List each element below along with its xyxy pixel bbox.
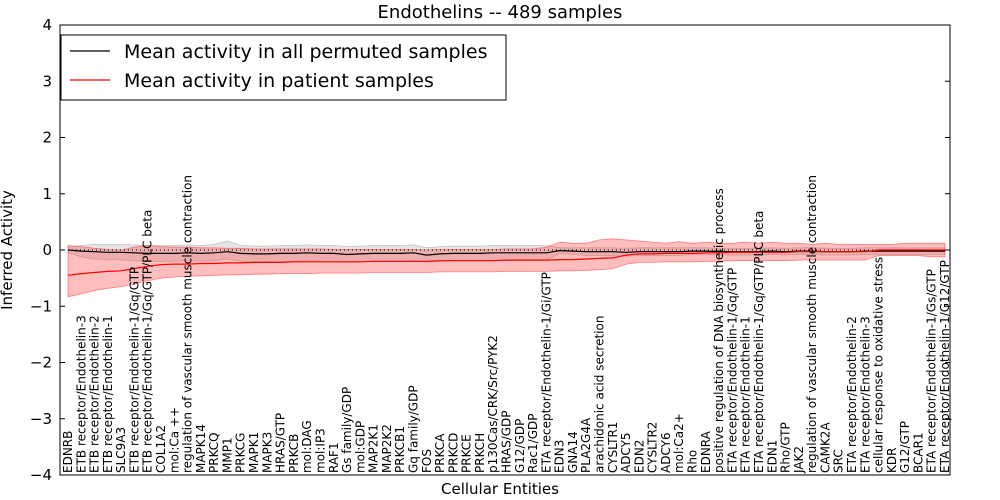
x-category-label: PRKCA (433, 433, 447, 473)
x-axis-category-labels: EDNRB ETB receptor/Endothelin-3 ETB recept… (61, 175, 952, 474)
x-category-label: PLA2G4A (579, 417, 593, 473)
x-category-label: ETB receptor/Endothelin-3 (74, 315, 88, 473)
x-category-label: mol:DAG (300, 420, 314, 473)
y-tick-label: 0 (42, 241, 52, 259)
x-category-label: MAP2K1 (367, 424, 381, 473)
x-category-label: SLC9A3 (114, 427, 128, 473)
x-category-label: GNA14 (566, 431, 580, 473)
legend-label-permuted: Mean activity in all permuted samples (124, 41, 487, 63)
x-category-label: ETB receptor/Endothelin-1/Gq/GTP (127, 267, 141, 473)
series-lines (67, 249, 945, 276)
x-category-label: PRKCE (460, 434, 474, 473)
x-category-label: Rac1/GDP (526, 414, 540, 473)
x-category-label: G12/GTP (898, 421, 912, 473)
x-category-label: PRKCH (473, 433, 487, 473)
x-category-label: ETA receptor/Endothelin-2 (845, 316, 859, 473)
x-category-label: PRKCB (287, 434, 301, 473)
y-tick-label: 3 (42, 72, 52, 90)
x-category-label: arachidonic acid secretion (593, 316, 607, 473)
x-category-label: ADCY6 (659, 432, 673, 473)
x-category-label: EDNRB (61, 431, 75, 473)
x-category-label: mol:GDP (353, 421, 367, 473)
x-category-label: JAK2 (792, 446, 806, 474)
y-tick-label: −2 (30, 354, 52, 372)
y-tick-label: 2 (42, 129, 52, 147)
x-category-label: FOS (420, 449, 434, 473)
x-category-label: ETA receptor/Endothelin-1/Gq/GTP/PLC bet… (752, 211, 766, 473)
x-category-label: PRKCQ (207, 432, 221, 473)
x-category-label: COL1A2 (154, 425, 168, 473)
x-category-label: MAPK1 (247, 432, 261, 473)
x-category-label: EDNRA (699, 430, 713, 473)
y-tick-label: −3 (30, 410, 52, 428)
x-category-label: p130Cas/CRK/Src/PYK2 (486, 335, 500, 473)
x-category-label: ADCY5 (619, 432, 633, 473)
y-tick-label: −4 (30, 466, 52, 484)
x-category-label: CYSLTR2 (646, 422, 660, 473)
y-axis-title: Inferred Activity (0, 190, 16, 310)
x-category-label: HRAS/GDP (500, 410, 514, 473)
x-category-label: Rho (686, 450, 700, 473)
x-category-label: SRC (832, 449, 846, 473)
x-category-label: Gq family/GDP (406, 385, 420, 473)
x-category-label: ETA receptor/Endothelin-1 (739, 316, 753, 473)
x-axis-title: Cellular Entities (441, 480, 559, 498)
x-category-label: RAF1 (327, 442, 341, 473)
x-category-label: ETA receptor/Endothelin-1/G12/GTP (938, 260, 952, 473)
y-tick-label: 4 (42, 16, 52, 34)
legend-box (60, 34, 507, 101)
x-category-label: EDN1 (765, 440, 779, 473)
x-category-label: mol:IP3 (313, 428, 327, 473)
x-category-label: PRKCG (234, 433, 248, 473)
x-category-label: EDN2 (632, 440, 646, 473)
x-category-label: ETA receptor/Endothelin-1/Gi/GTP (539, 272, 553, 473)
x-category-label: G12/GDP (513, 419, 527, 473)
y-axis-ticks: −4 −3 −2 −1 0 1 2 3 4 (30, 16, 950, 484)
x-category-label: ETA receptor/Endothelin-1/Gq/GTP (725, 268, 739, 473)
x-category-label: CYSLTR1 (606, 422, 620, 473)
x-category-label: cellular response to oxidative stress (872, 257, 886, 473)
y-tick-label: 1 (42, 185, 52, 203)
x-category-label: Rho/GTP (779, 422, 793, 473)
x-category-label: EDN3 (553, 440, 567, 473)
x-category-label: ETB receptor/Endothelin-1/Gq/GTP/PLC bet… (141, 210, 155, 473)
x-category-label: regulation of vascular smooth muscle con… (181, 175, 195, 473)
plot-frame (59, 24, 951, 476)
legend: Mean activity in all permuted samples Me… (60, 34, 507, 101)
x-category-label: CAMK2A (818, 422, 832, 473)
x-category-label: regulation of vascular smooth muscle con… (805, 175, 819, 473)
x-category-label: KDR (885, 448, 899, 473)
x-category-label: ETB receptor/Endothelin-1 (101, 315, 115, 473)
x-category-label: mol:Ca ++ (167, 407, 181, 473)
chart-title: Endothelins -- 489 samples (378, 2, 623, 23)
x-category-label: HRAS/GTP (274, 413, 288, 473)
x-category-label: Gs family/GDP (340, 387, 354, 473)
x-category-label: BCAR1 (911, 432, 925, 473)
x-category-label: ETA receptor/Endothelin-3 (858, 316, 872, 473)
x-category-label: MAPK3 (260, 432, 274, 473)
x-category-label: MAPK14 (194, 424, 208, 473)
y-tick-label: −1 (30, 297, 52, 315)
legend-label-patient: Mean activity in patient samples (124, 70, 434, 92)
x-category-label: PRKCB1 (393, 426, 407, 473)
x-category-label: ETA receptor/Endothelin-1/Gs/GTP (925, 269, 939, 473)
x-category-label: ETB receptor/Endothelin-2 (88, 315, 102, 473)
x-category-label: PRKCD (446, 433, 460, 473)
x-category-label: MAP2K2 (380, 424, 394, 473)
patient-mean-line (67, 249, 945, 276)
x-category-label: mol:Ca2+ (672, 413, 686, 473)
x-category-label: MMP1 (220, 437, 234, 473)
x-category-label: positive regulation of DNA biosynthetic … (712, 188, 726, 473)
